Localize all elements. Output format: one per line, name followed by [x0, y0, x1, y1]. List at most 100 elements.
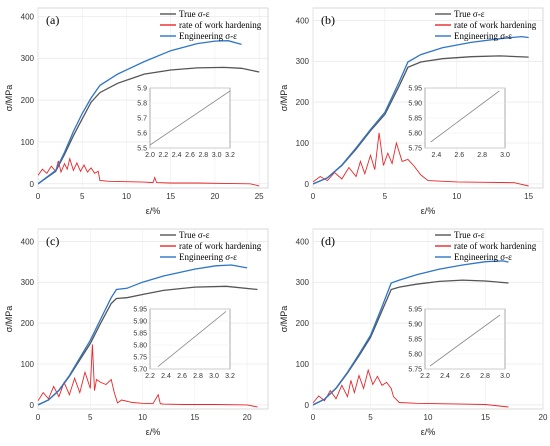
y-tick-label: 400 — [296, 237, 310, 246]
inset-x-tick-label: 2.4 — [432, 152, 442, 159]
x-tick-label: 20 — [210, 192, 219, 201]
inset-y-tick-label: 5.75 — [408, 367, 422, 374]
inset-y-tick-label: 5.95 — [408, 307, 422, 314]
legend-label: rate of work hardening — [454, 241, 537, 251]
inset-x-tick-label: 3.2 — [225, 373, 235, 380]
inset-y-tick-label: 5.70 — [133, 367, 147, 374]
x-axis-label: ε/% — [146, 206, 161, 216]
inset-y-tick-label: 5.75 — [133, 355, 147, 362]
chart-svg: 0 100 200 300 400 0 5 10 15 20 ε/% σ/MPa True σ-εrat… — [279, 228, 548, 437]
inset-x-tick-label: 2.6 — [454, 152, 464, 159]
y-tick-label: 0 — [305, 401, 310, 410]
y-tick-label: 300 — [21, 278, 35, 287]
series-line-engineering — [38, 40, 242, 185]
y-tick-label: 100 — [21, 138, 35, 147]
legend-label: True σ-ε — [179, 9, 210, 19]
panel-label: (c) — [46, 234, 59, 248]
y-tick-label: 300 — [21, 54, 35, 63]
x-tick-label: 15 — [190, 413, 199, 422]
series-line-true — [38, 66, 260, 185]
inset-y-tick-label: 5.6 — [137, 131, 147, 138]
inset-x-tick-label: 2.8 — [480, 373, 490, 380]
inset-fit-line — [429, 314, 501, 367]
y-tick-label: 200 — [21, 319, 35, 328]
y-tick-label: 400 — [21, 237, 35, 246]
x-tick-label: 15 — [524, 192, 533, 201]
series-line-rate-of-work-hardening — [313, 368, 509, 408]
legend-label: True σ-ε — [454, 9, 485, 19]
x-axis-label: ε/% — [421, 427, 436, 437]
chart-panel-d: 0 100 200 300 400 0 5 10 15 20 ε/% σ/MPa True σ-ε rat… — [275, 221, 550, 441]
inset-fit-line — [430, 90, 500, 143]
inset-x-tick-label: 2.2 — [158, 152, 168, 159]
series-line-engineering — [313, 35, 529, 185]
chart-svg: 0 100 200 300 400 0 5 10 15 ε/% σ/MPa True σ-εrate … — [279, 7, 544, 216]
y-tick-label: 200 — [21, 96, 35, 105]
y-tick-label: 200 — [296, 319, 310, 328]
y-tick-label: 300 — [296, 57, 310, 66]
inset-y-tick-label: 5.80 — [408, 352, 422, 359]
series-line-engineering — [313, 260, 509, 406]
series-line-rate-of-work-hardening — [38, 157, 260, 187]
x-tick-label: 0 — [36, 413, 41, 422]
series-line-rate-of-work-hardening — [313, 132, 529, 187]
series-line-engineering — [38, 264, 248, 406]
y-tick-label: 100 — [296, 139, 310, 148]
inset-x-tick-label: 2.8 — [198, 152, 208, 159]
inset-x-tick-label: 2.4 — [172, 152, 182, 159]
inset-fit-line — [157, 311, 227, 367]
legend-label: Engineering σ-ε — [179, 31, 237, 41]
inset-x-tick-label: 2.6 — [185, 152, 195, 159]
legend-label: True σ-ε — [454, 230, 485, 240]
inset-y-tick-label: 5.75 — [408, 146, 422, 153]
x-tick-label: 0 — [36, 192, 41, 201]
inset-y-tick-label: 5.85 — [133, 331, 147, 338]
x-tick-label: 15 — [166, 192, 175, 201]
inset-x-tick-label: 2.4 — [440, 373, 450, 380]
chart-svg: 0 100 200 300 400 0 5 10 15 20 ε/% σ/MPa True σ-εrat… — [4, 228, 269, 437]
y-axis-label: σ/MPa — [4, 85, 14, 112]
inset-x-tick-label: 2.0 — [145, 152, 155, 159]
inset-x-tick-label: 3.0 — [500, 152, 510, 159]
y-tick-label: 0 — [30, 401, 35, 410]
inset-x-tick-label: 2.8 — [477, 152, 487, 159]
y-tick-label: 100 — [21, 360, 35, 369]
x-tick-label: 5 — [88, 413, 93, 422]
x-tick-label: 5 — [368, 413, 373, 422]
y-tick-label: 100 — [296, 360, 310, 369]
legend-label: Engineering σ-ε — [454, 252, 512, 262]
inset-x-tick-label: 3.0 — [212, 152, 222, 159]
x-tick-label: 10 — [424, 413, 433, 422]
x-tick-label: 0 — [311, 192, 316, 201]
inset-y-tick-label: 5.85 — [408, 337, 422, 344]
inset-x-tick-label: 3.0 — [500, 373, 510, 380]
x-tick-label: 10 — [122, 192, 131, 201]
chart-panel-c: 0 100 200 300 400 0 5 10 15 20 ε/% σ/MPa True σ-ε rat… — [0, 221, 275, 441]
legend-label: rate of work hardening — [179, 241, 262, 251]
inset-x-tick-label: 2.6 — [177, 373, 187, 380]
y-axis-label: σ/MPa — [279, 85, 289, 112]
x-tick-label: 25 — [255, 192, 264, 201]
y-tick-label: 300 — [296, 278, 310, 287]
chart-panel-a: 0 100 200 300 400 0 5 10 15 20 25 ε/% σ/MPa True σ-ε r… — [0, 0, 275, 220]
inset-y-tick-label: 5.95 — [408, 86, 422, 93]
legend-label: Engineering σ-ε — [454, 31, 512, 41]
y-axis-label: σ/MPa — [4, 306, 14, 333]
inset-x-tick-label: 2.2 — [420, 373, 430, 380]
inset-y-tick-label: 5.9 — [137, 86, 147, 93]
inset-y-tick-label: 5.85 — [408, 116, 422, 123]
inset-x-tick-label: 2.4 — [161, 373, 171, 380]
inset-y-tick-label: 5.80 — [133, 343, 147, 350]
inset-y-tick-label: 5.90 — [408, 322, 422, 329]
inset-y-tick-label: 5.90 — [408, 101, 422, 108]
x-axis-label: ε/% — [421, 206, 436, 216]
y-tick-label: 400 — [21, 12, 35, 21]
y-tick-label: 0 — [305, 180, 310, 189]
inset-y-tick-label: 5.80 — [408, 131, 422, 138]
inset-y-tick-label: 5.5 — [137, 146, 147, 153]
legend-label: rate of work hardening — [179, 20, 262, 30]
x-axis-label: ε/% — [146, 427, 161, 437]
inset-y-tick-label: 5.95 — [133, 307, 147, 314]
inset-y-tick-label: 5.8 — [137, 101, 147, 108]
